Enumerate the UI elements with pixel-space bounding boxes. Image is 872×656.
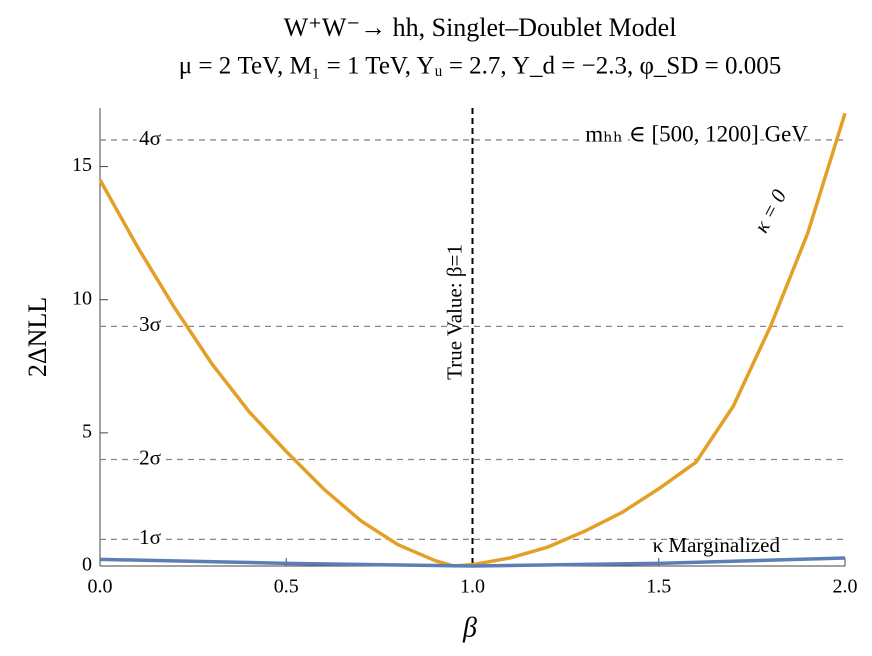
true-value-label: True Value: β=1: [442, 244, 466, 380]
y-tick-label: 10: [72, 287, 92, 309]
series-label: κ Marginalized: [653, 533, 781, 557]
sigma-label: 1σ: [139, 525, 161, 549]
y-tick-label: 5: [82, 420, 92, 442]
sigma-label: 3σ: [139, 312, 161, 336]
y-tick-label: 0: [82, 554, 92, 576]
x-tick-label: 0.0: [88, 576, 113, 598]
x-axis-label: β: [462, 612, 477, 643]
range-annotation: mₕₕ ∈ [500, 1200] GeV: [585, 121, 808, 146]
sigma-label: 4σ: [139, 126, 161, 150]
x-tick-label: 2.0: [833, 576, 858, 598]
y-tick-label: 15: [72, 154, 92, 176]
series-line: [99, 556, 846, 568]
chart-subtitle: μ = 2 TeV, M₁ = 1 TeV, Yᵤ = 2.7, Y_d = −…: [179, 53, 781, 80]
x-tick-label: 1.5: [646, 576, 671, 598]
x-tick-label: 1.0: [460, 576, 485, 598]
series-label: κ = 0: [749, 185, 792, 237]
sigma-label: 2σ: [139, 445, 161, 469]
chart-title: W⁺W⁻→ hh, Singlet–Doublet Model: [284, 13, 677, 42]
y-axis-label: 2ΔNLL: [23, 297, 52, 377]
x-tick-label: 0.5: [274, 576, 299, 598]
